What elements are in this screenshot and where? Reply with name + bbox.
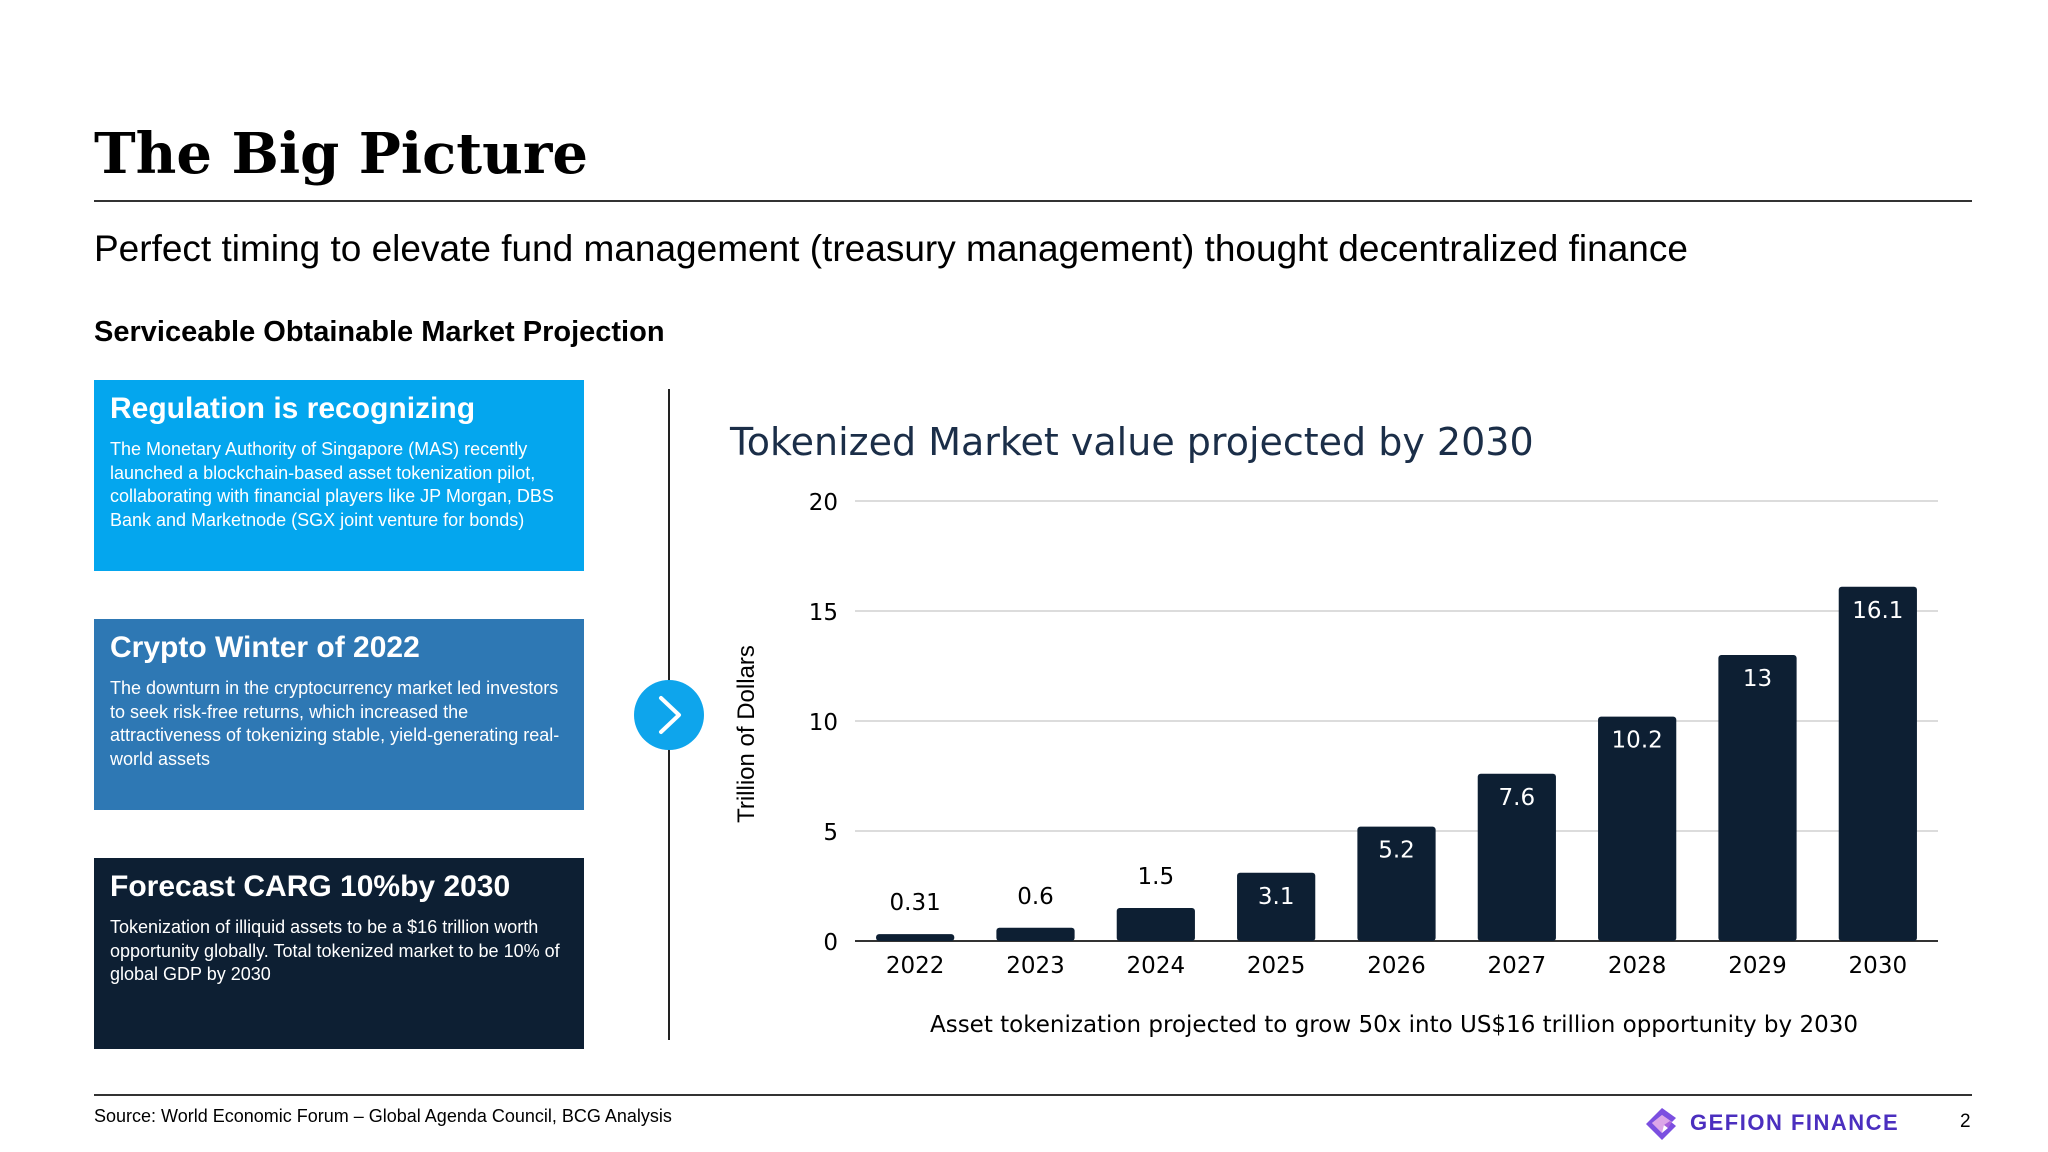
data-label: 10.2 [1612, 728, 1663, 754]
x-tick-label: 2026 [1367, 953, 1426, 979]
data-label: 1.5 [1138, 864, 1175, 890]
bar [1116, 908, 1195, 941]
brand-name: GEFION FINANCE [1690, 1110, 1900, 1135]
data-label: 5.2 [1378, 838, 1415, 864]
page-subtitle: Perfect timing to elevate fund managemen… [94, 228, 1688, 269]
data-label: 0.6 [1017, 884, 1054, 910]
bar [1718, 655, 1797, 941]
data-label: 3.1 [1258, 884, 1295, 910]
footer-divider [94, 1094, 1972, 1096]
bar [1598, 716, 1677, 941]
x-tick-label: 2022 [886, 953, 945, 979]
x-tick-label: 2023 [1006, 953, 1065, 979]
y-tick-label: 20 [809, 490, 838, 516]
y-tick-label: 0 [823, 930, 838, 956]
y-axis-label: Trillion of Dollars [733, 645, 760, 823]
arrow-button [634, 680, 704, 750]
bar [876, 934, 955, 941]
source-note: Source: World Economic Forum – Global Ag… [94, 1106, 672, 1126]
x-tick-label: 2025 [1247, 953, 1306, 979]
y-tick-label: 10 [809, 710, 838, 736]
card-forecast-body: Tokenization of illiquid assets to be a … [110, 917, 560, 984]
bar [1477, 773, 1556, 941]
card-forecast: Forecast CARG 10%by 2030 Tokenization of… [94, 858, 584, 1049]
card-regulation-title: Regulation is recognizing [110, 392, 476, 425]
card-crypto-winter-body: The downturn in the cryptocurrency marke… [110, 678, 560, 769]
card-regulation: Regulation is recognizing The Monetary A… [94, 380, 584, 571]
data-label: 0.31 [890, 890, 941, 916]
x-tick-label: 2024 [1127, 953, 1186, 979]
x-tick-label: 2027 [1488, 953, 1547, 979]
chevron-right-icon [659, 696, 681, 734]
section-heading: Serviceable Obtainable Market Projection [94, 316, 665, 348]
gefion-logo-icon [1646, 1108, 1676, 1140]
bar [1838, 586, 1917, 941]
y-tick-label: 15 [809, 600, 838, 626]
chart-title: Tokenized Market value projected by 2030 [729, 420, 1534, 464]
x-axis-label: Asset tokenization projected to grow 50x… [930, 1012, 1858, 1038]
page-title: The Big Picture [94, 121, 588, 187]
bar [1357, 826, 1436, 941]
title-divider [94, 200, 1972, 202]
card-regulation-body: The Monetary Authority of Singapore (MAS… [110, 439, 554, 530]
data-label: 7.6 [1499, 785, 1536, 811]
y-tick-label: 5 [823, 820, 838, 846]
data-label: 16.1 [1852, 598, 1903, 624]
card-forecast-title: Forecast CARG 10%by 2030 [110, 870, 511, 903]
page-number: 2 [1960, 1111, 1971, 1132]
data-label: 13 [1743, 666, 1772, 692]
bar [1237, 872, 1316, 941]
card-crypto-winter: Crypto Winter of 2022 The downturn in th… [94, 619, 584, 810]
x-tick-label: 2029 [1728, 953, 1787, 979]
card-crypto-winter-title: Crypto Winter of 2022 [110, 631, 420, 664]
bar [996, 927, 1075, 941]
x-tick-label: 2030 [1849, 953, 1908, 979]
x-tick-label: 2028 [1608, 953, 1667, 979]
